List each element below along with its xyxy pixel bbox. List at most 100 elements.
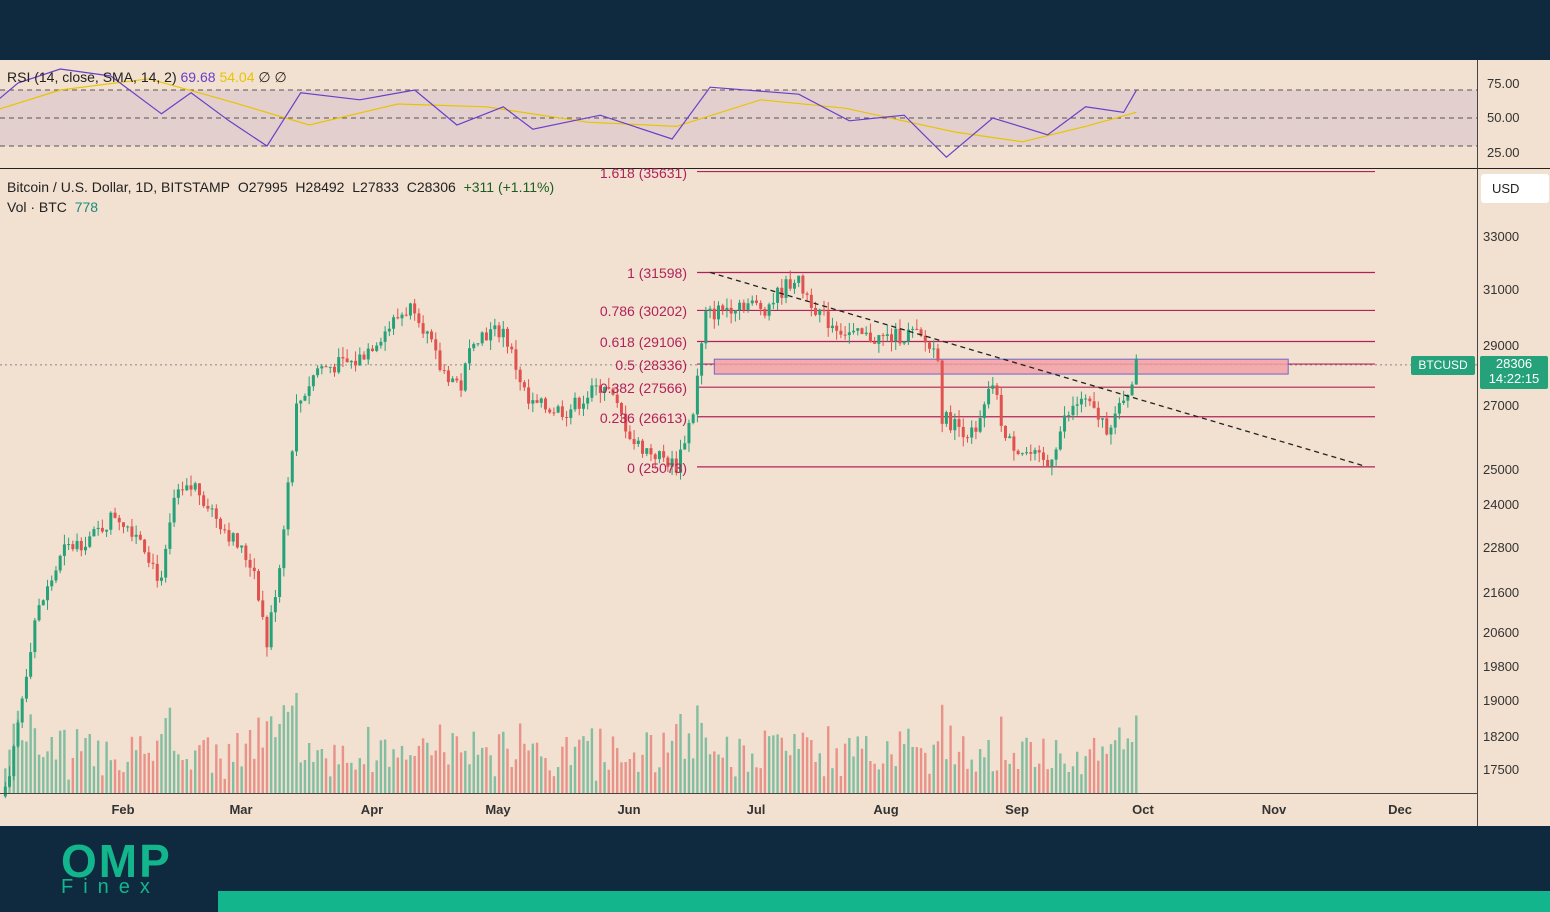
volume-bar: [12, 723, 15, 793]
candle-up: [92, 529, 96, 537]
volume-bar: [139, 736, 142, 793]
volume-bar: [1025, 737, 1028, 793]
candle-down: [130, 526, 134, 537]
candle-up: [54, 570, 58, 581]
volume-bar: [367, 726, 370, 793]
candle-down: [1012, 436, 1016, 451]
candle-up: [733, 310, 737, 314]
volume-bar: [603, 762, 606, 793]
volume-bar: [1016, 768, 1020, 793]
candle-up: [84, 546, 87, 551]
volume-bar: [831, 768, 834, 793]
candle-down: [873, 342, 877, 344]
volume-bar: [185, 759, 188, 793]
volume-bar: [417, 745, 421, 793]
candle-down: [151, 562, 155, 564]
volume-bar: [278, 723, 281, 793]
volume-bar: [54, 759, 58, 793]
candle-up: [776, 287, 780, 303]
volume-bar: [599, 728, 602, 793]
candle-down: [543, 398, 547, 410]
candle-up: [902, 341, 906, 344]
volume-bar: [1050, 767, 1054, 793]
volume-bar: [84, 738, 87, 793]
candle-down: [442, 370, 446, 372]
price-tick: 25000: [1483, 462, 1520, 477]
volume-bar: [902, 744, 906, 793]
volume-bar: [1004, 759, 1007, 793]
volume-bar: [215, 744, 218, 793]
candle-down: [632, 439, 636, 444]
candle-up: [316, 368, 320, 376]
candle-down: [974, 427, 978, 432]
volume-bar: [244, 743, 248, 793]
candle-up: [792, 282, 796, 289]
candle-up: [358, 354, 362, 366]
candle-down: [527, 387, 531, 404]
panel-divider[interactable]: [0, 168, 1550, 169]
volume-bar: [468, 764, 471, 793]
candle-up: [168, 522, 172, 549]
volume-bar: [198, 745, 201, 793]
volume-bar: [865, 736, 868, 793]
volume-bar: [1088, 749, 1092, 793]
volume-bar: [675, 724, 678, 793]
candle-down: [712, 308, 716, 320]
chart-area[interactable]: RSI (14, close, SMA, 14, 2) 69.68 54.04 …: [0, 60, 1550, 826]
volume-bar: [738, 738, 741, 793]
candle-down: [995, 385, 999, 395]
volume-bar: [540, 756, 543, 793]
volume-bar: [928, 773, 931, 793]
month-label: Aug: [873, 802, 899, 817]
candle-up: [273, 597, 277, 613]
candle-up: [1063, 415, 1067, 432]
main-legend[interactable]: Bitcoin / U.S. Dollar, 1D, BITSTAMP O279…: [7, 179, 554, 195]
volume-bar: [510, 767, 513, 793]
candle-down: [949, 412, 953, 431]
candle-up: [408, 303, 412, 316]
volume-bar: [164, 718, 167, 793]
candle-up: [96, 527, 100, 530]
candle-down: [814, 307, 818, 315]
volume-bar: [632, 752, 636, 793]
candle-down: [147, 552, 151, 563]
candle-up: [784, 279, 788, 298]
candle-up: [176, 489, 180, 498]
candle-up: [708, 308, 712, 312]
volume-bar: [843, 743, 847, 793]
candle-up: [818, 309, 822, 315]
month-label: Apr: [360, 802, 384, 817]
rsi-legend[interactable]: RSI (14, close, SMA, 14, 2) 69.68 54.04 …: [7, 69, 287, 86]
candle-down: [674, 458, 678, 473]
volume-bar: [320, 748, 324, 793]
volume-bar: [518, 723, 522, 793]
price-tick: 33000: [1483, 229, 1520, 244]
fib-label-1: 1 (31598): [627, 265, 687, 281]
volume-bar: [544, 758, 547, 793]
volume-bar: [459, 752, 463, 793]
volume-bar: [80, 751, 83, 793]
candle-down: [729, 307, 733, 314]
price-tick: 20600: [1483, 625, 1520, 640]
candle-up: [657, 451, 661, 460]
currency-button[interactable]: USD: [1481, 174, 1549, 203]
candle-down: [206, 505, 210, 509]
volume-bar: [388, 766, 391, 793]
volume-bar: [763, 730, 767, 793]
volume-bar: [573, 746, 577, 793]
volume-legend[interactable]: Vol · BTC 778: [7, 199, 98, 215]
volume-bar: [835, 748, 838, 793]
volume-bar: [126, 761, 129, 793]
chart-canvas[interactable]: [0, 60, 1550, 826]
candle-down: [598, 385, 602, 393]
volume-bar: [717, 754, 720, 793]
volume-bar: [797, 748, 800, 793]
volume-bar: [649, 735, 653, 793]
volume-bar: [447, 764, 450, 793]
candle-down: [1046, 459, 1050, 467]
volume-bar: [172, 750, 176, 793]
volume-bar: [476, 754, 480, 793]
candle-up: [172, 497, 176, 523]
candle-up: [1054, 449, 1058, 460]
candle-down: [615, 394, 619, 404]
